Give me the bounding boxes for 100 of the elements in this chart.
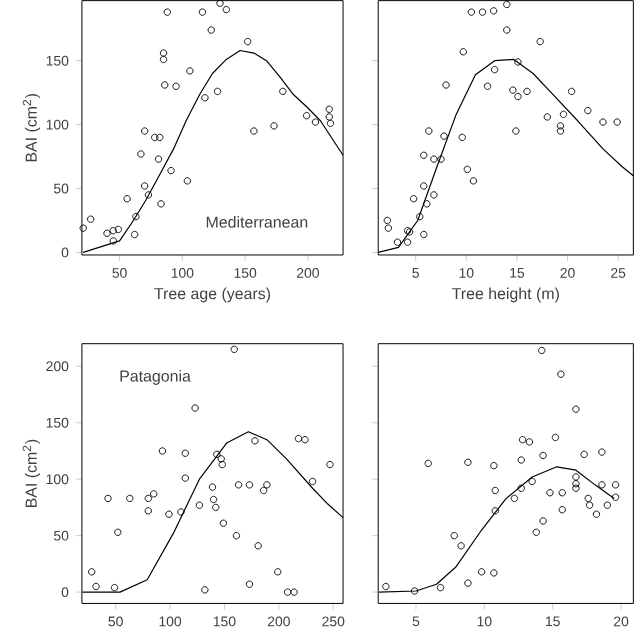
point [568,87,576,96]
point [458,133,467,142]
point [560,110,568,119]
point [141,127,149,135]
point [246,580,254,588]
point [201,94,209,102]
point [490,7,498,15]
point [157,200,165,208]
point [385,224,393,232]
point [222,5,231,14]
point [210,495,218,504]
point [177,508,185,516]
point [572,405,580,413]
point [572,484,580,492]
point [528,477,537,486]
point [151,133,159,142]
point [201,586,209,594]
point [155,155,163,163]
point [165,510,173,518]
point [114,528,122,536]
point [536,37,545,46]
point [557,370,565,378]
point [144,507,153,515]
point [251,437,259,445]
point [132,213,140,221]
point [580,450,589,459]
point [181,474,190,482]
point [593,510,601,518]
point [213,450,221,459]
point [503,0,511,9]
point [420,151,428,159]
point [532,528,541,536]
point [279,87,287,96]
point [123,195,132,203]
point [156,133,164,142]
point [430,155,438,163]
point [517,456,526,464]
point [214,87,222,96]
point [325,105,334,113]
point [490,569,498,577]
point [220,519,228,527]
point [572,473,580,481]
point [491,507,500,515]
point [519,436,527,444]
point [104,494,112,503]
point [92,582,101,591]
point [301,436,309,444]
point [290,588,299,596]
point [404,238,412,246]
point [209,483,217,491]
point [216,0,224,7]
point [543,113,552,121]
point [312,118,320,126]
point [423,200,431,208]
point [442,81,451,89]
point [464,458,472,466]
point [420,182,428,190]
point [538,346,546,355]
point [470,177,478,185]
point [546,489,554,497]
point [464,579,472,587]
point [270,122,278,130]
point [244,37,252,46]
point [523,87,532,96]
point [509,86,517,94]
point [572,480,580,488]
point [584,106,592,115]
point [114,225,123,234]
point [491,66,499,74]
point [161,81,169,89]
point [181,449,190,457]
point [150,490,158,498]
point [325,113,334,121]
point [109,227,118,235]
point [450,532,459,540]
point [184,177,192,185]
point [598,448,606,456]
point [613,118,622,126]
point [484,82,492,90]
point [111,583,119,592]
point [552,433,560,442]
point [440,132,448,140]
point [260,486,268,495]
point [503,26,511,34]
point [416,213,424,221]
point [246,481,254,489]
point [459,48,468,56]
point [163,8,172,16]
point [478,568,486,576]
point [230,345,239,353]
point [410,195,418,203]
point [207,26,216,34]
point [172,82,181,90]
point [212,503,220,512]
point [586,501,594,509]
point [491,486,500,495]
point [468,8,476,16]
point [463,165,472,173]
point [88,568,96,576]
point [160,49,168,57]
